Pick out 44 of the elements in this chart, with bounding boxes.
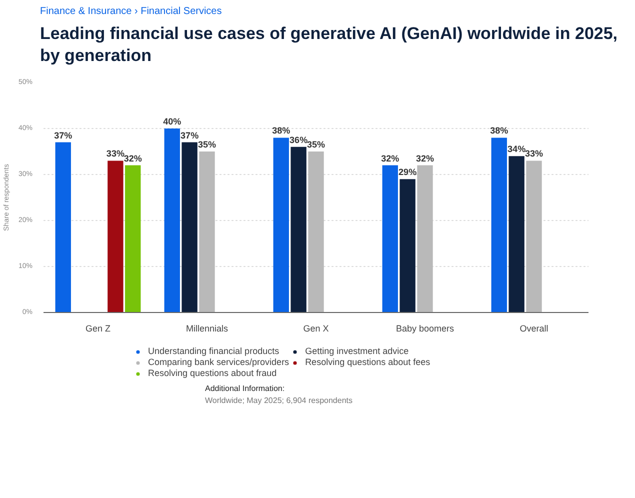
x-tick-label: Gen X bbox=[303, 324, 329, 334]
data-label: 34% bbox=[508, 144, 526, 155]
data-label: 32% bbox=[416, 154, 434, 164]
legend-label: Understanding financial products bbox=[148, 346, 280, 356]
bar bbox=[125, 166, 141, 313]
bar bbox=[108, 161, 124, 313]
x-tick-label: Gen Z bbox=[85, 324, 112, 334]
legend-label: Comparing bank services/providers bbox=[148, 357, 290, 368]
data-label: 33% bbox=[524, 149, 544, 160]
bar bbox=[382, 166, 398, 313]
x-tick-label: Millennials bbox=[186, 324, 229, 334]
bar bbox=[508, 156, 524, 313]
bar bbox=[308, 152, 324, 313]
bar bbox=[55, 142, 71, 313]
data-label: 32% bbox=[124, 154, 142, 164]
bar bbox=[164, 128, 180, 313]
bar bbox=[182, 142, 198, 313]
data-label: 35% bbox=[306, 140, 326, 150]
data-label: 29% bbox=[398, 168, 417, 178]
legend-label: Resolving questions about fees bbox=[305, 357, 430, 368]
bar bbox=[526, 161, 542, 313]
data-label: 33% bbox=[106, 149, 124, 160]
data-label: 32% bbox=[381, 154, 400, 164]
data-label: 37% bbox=[54, 130, 72, 141]
x-tick-label: Overall bbox=[520, 324, 548, 334]
bar bbox=[290, 147, 306, 313]
legend-label: Resolving questions about fraud bbox=[148, 368, 277, 378]
legend-label: Getting investment advice bbox=[305, 346, 409, 356]
bar bbox=[273, 138, 289, 313]
chart-title: Leading financial use cases of generative AI (GenAI) worldwide in 2025, by generation bbox=[40, 23, 619, 68]
data-label: 38% bbox=[272, 126, 290, 136]
bar bbox=[417, 166, 433, 313]
data-label: 38% bbox=[490, 126, 508, 136]
bar bbox=[199, 152, 215, 313]
data-label: 37% bbox=[180, 130, 199, 141]
data-label: 40% bbox=[163, 116, 182, 127]
text: Additional Information: bbox=[205, 383, 286, 395]
text: Finance & Insurance › Financial Services bbox=[40, 5, 223, 19]
data-label: 36% bbox=[290, 135, 308, 146]
bar bbox=[400, 180, 416, 313]
text: Worldwide; May 2025; 6,904 respondents bbox=[205, 394, 352, 406]
bar bbox=[491, 138, 507, 313]
x-tick-label: Baby boomers bbox=[396, 324, 455, 334]
data-label: 35% bbox=[198, 140, 216, 150]
